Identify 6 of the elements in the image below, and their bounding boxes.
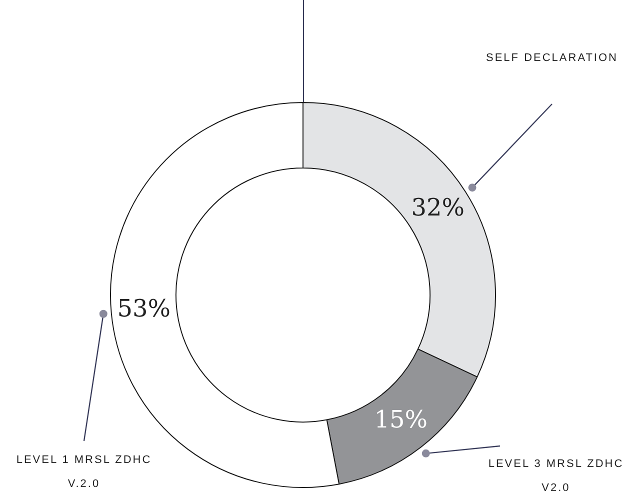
data-label: 53% bbox=[117, 294, 171, 322]
data-label: 15% bbox=[374, 405, 428, 434]
slice-label: SELF DECLARATION bbox=[485, 51, 619, 66]
data-label: 32% bbox=[411, 194, 465, 222]
slice-label: LEVEL 1 MRSL ZDHC V.2.0 bbox=[15, 453, 153, 491]
slice-label: LEVEL 3 MRSL ZDHC V2.0 bbox=[487, 457, 625, 491]
